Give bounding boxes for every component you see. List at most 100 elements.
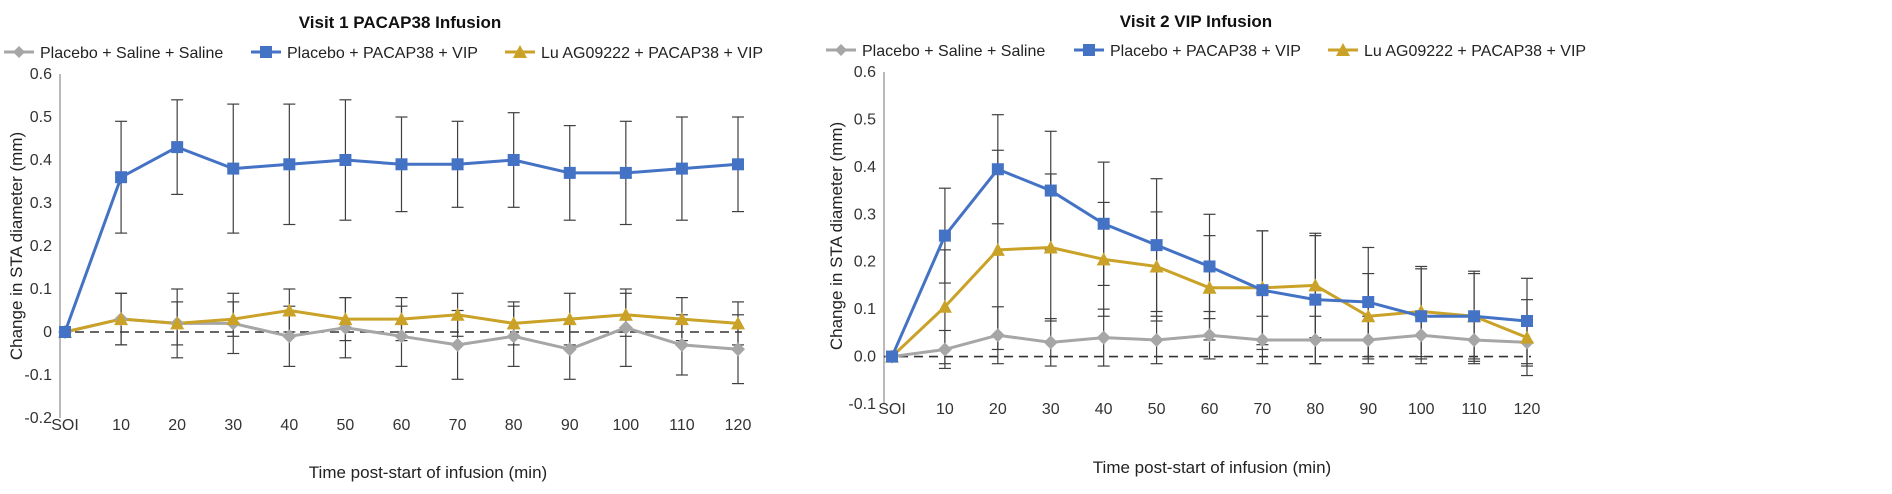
chart2-point-lu-ag09222-pacap38-vip xyxy=(1202,280,1217,294)
chart2-point-placebo-pacap38-vip xyxy=(1468,310,1481,323)
chart2-legend-label-lu-ag: Lu AG09222 + PACAP38 + VIP xyxy=(1364,43,1586,60)
chart2-y-tick-label: -0.1 xyxy=(848,396,876,413)
chart1-x-ticks: SOI 10 20 30 40 50 60 70 80 90 100 110 120 xyxy=(51,417,751,434)
chart2-x-tick-label: 40 xyxy=(1095,401,1113,418)
chart2-y-axis-label: Change in STA diameter (mm) xyxy=(827,122,846,350)
chart1-x-tick-label: 50 xyxy=(337,417,355,434)
chart2-x-tick-label: 110 xyxy=(1461,401,1487,418)
chart2-series xyxy=(885,114,1534,377)
chart2-x-tick-label: 10 xyxy=(936,401,954,418)
chart2-legend-marker-lu-ag xyxy=(1336,43,1350,56)
chart2-point-placebo-saline-saline xyxy=(1096,330,1111,345)
chart1-point-lu-ag09222-pacap38-vip xyxy=(338,312,353,326)
chart2-y-tick-label: 0.3 xyxy=(854,206,876,223)
chart2-y-tick-label: 0.0 xyxy=(854,349,876,366)
chart1-point-lu-ag09222-pacap38-vip xyxy=(114,312,129,326)
chart2-x-tick-label: 20 xyxy=(989,401,1007,418)
chart1-point-placebo-saline-saline xyxy=(731,342,745,357)
chart2-y-tick-label: 0.5 xyxy=(854,111,876,128)
chart2-point-lu-ag09222-pacap38-vip xyxy=(1361,309,1376,323)
chart2-point-placebo-saline-saline xyxy=(937,342,952,357)
chart2-point-placebo-pacap38-vip xyxy=(1309,293,1322,306)
chart1-x-tick-label: 70 xyxy=(449,417,467,434)
chart2-point-placebo-pacap38-vip xyxy=(1203,260,1216,273)
chart-visit1: Visit 1 PACAP38 Infusion Placebo + Salin… xyxy=(4,13,763,482)
chart1-x-tick-label: 30 xyxy=(224,417,242,434)
chart1-y-tick-label: 0.5 xyxy=(30,109,52,126)
chart1-x-axis-label: Time post-start of infusion (min) xyxy=(309,463,547,482)
chart1-point-placebo-saline-saline xyxy=(450,337,465,352)
chart2-point-lu-ag09222-pacap38-vip xyxy=(990,242,1005,256)
chart1-x-tick-label: 20 xyxy=(168,417,186,434)
chart1-x-tick-label: 110 xyxy=(669,417,695,434)
chart2-x-tick-label: 60 xyxy=(1201,401,1219,418)
chart1-point-placebo-saline-saline xyxy=(674,337,689,352)
chart2-point-placebo-saline-saline xyxy=(1308,332,1323,347)
chart2-legend-label-placebo-saline: Placebo + Saline + Saline xyxy=(862,43,1045,60)
chart2-point-placebo-pacap38-vip xyxy=(1150,239,1163,252)
chart1-legend-label-placebo-saline: Placebo + Saline + Saline xyxy=(40,45,223,62)
chart2-point-placebo-pacap38-vip xyxy=(1521,315,1533,327)
chart1-point-placebo-pacap38-vip xyxy=(227,162,240,175)
chart2-point-lu-ag09222-pacap38-vip xyxy=(937,299,952,313)
chart1-y-axis-label: Change in STA diameter (mm) xyxy=(7,132,26,360)
chart1-point-placebo-pacap38-vip xyxy=(563,166,576,179)
chart2-title: Visit 2 VIP Infusion xyxy=(1120,12,1272,31)
chart1-x-tick-label: 40 xyxy=(280,417,298,434)
chart1-y-tick-label: -0.2 xyxy=(24,410,52,427)
chart1-x-tick-label: 10 xyxy=(112,417,130,434)
chart1-legend: Placebo + Saline + Saline Placebo + PACA… xyxy=(4,45,763,62)
chart1-point-lu-ag09222-pacap38-vip xyxy=(731,316,745,330)
chart2-x-tick-label: 120 xyxy=(1514,401,1541,418)
chart1-y-ticks: -0.2 -0.1 0 0.1 0.2 0.3 0.4 0.5 0.6 xyxy=(24,66,52,427)
chart1-x-tick-label: 90 xyxy=(561,417,579,434)
chart1-markers xyxy=(58,141,745,357)
chart1-y-tick-label: 0.6 xyxy=(30,66,52,83)
chart1-y-tick-label: 0.4 xyxy=(30,152,52,169)
chart2-y-ticks: -0.1 0.0 0.1 0.2 0.3 0.4 0.5 0.6 xyxy=(848,64,876,413)
chart1-point-placebo-saline-saline xyxy=(506,329,521,344)
chart2-x-tick-label: 30 xyxy=(1042,401,1060,418)
chart1-title: Visit 1 PACAP38 Infusion xyxy=(299,13,501,32)
chart2-y-tick-label: 0.6 xyxy=(854,64,876,81)
chart1-point-lu-ag09222-pacap38-vip xyxy=(506,316,521,330)
chart-visit2: Visit 2 VIP Infusion Placebo + Saline + … xyxy=(826,12,1586,477)
chart2-point-placebo-pacap38-vip xyxy=(1256,284,1269,297)
chart1-point-lu-ag09222-pacap38-vip xyxy=(618,307,633,321)
chart1-point-placebo-pacap38-vip xyxy=(675,162,688,175)
chart1-x-tick-label: 60 xyxy=(393,417,411,434)
chart1-y-tick-label: 0.3 xyxy=(30,195,52,212)
chart1-y-tick-label: 0 xyxy=(43,324,52,341)
chart2-point-placebo-saline-saline xyxy=(1043,335,1058,350)
chart1-point-lu-ag09222-pacap38-vip xyxy=(674,312,689,326)
chart1-series xyxy=(58,99,745,385)
chart2-markers xyxy=(885,163,1534,364)
chart1-point-lu-ag09222-pacap38-vip xyxy=(562,312,577,326)
chart1-point-lu-ag09222-pacap38-vip xyxy=(282,303,297,317)
chart1-point-placebo-pacap38-vip xyxy=(732,158,744,171)
chart2-point-placebo-saline-saline xyxy=(1202,328,1217,343)
chart1-y-tick-label: 0.1 xyxy=(30,281,52,298)
chart2-point-placebo-pacap38-vip xyxy=(1044,184,1057,197)
chart2-point-placebo-pacap38-vip xyxy=(886,350,898,363)
chart1-point-lu-ag09222-pacap38-vip xyxy=(394,312,409,326)
chart2-point-placebo-saline-saline xyxy=(1149,332,1164,347)
chart1-legend-marker-placebo-saline xyxy=(13,46,25,58)
chart2-y-tick-label: 0.4 xyxy=(854,159,876,176)
chart2-x-tick-label: 50 xyxy=(1148,401,1166,418)
chart2-y-tick-label: 0.2 xyxy=(854,254,876,271)
chart1-point-lu-ag09222-pacap38-vip xyxy=(450,307,465,321)
chart2-legend-marker-placebo-saline xyxy=(835,44,847,56)
chart1-point-placebo-saline-saline xyxy=(562,342,577,357)
chart2-x-ticks: SOI 10 20 30 40 50 60 70 80 90 100 110 120 xyxy=(878,401,1540,418)
chart1-x-tick-label: SOI xyxy=(51,417,79,434)
chart1-point-placebo-saline-saline xyxy=(618,320,633,335)
chart1-legend-label-placebo-pacap: Placebo + PACAP38 + VIP xyxy=(287,45,478,62)
chart2-point-placebo-pacap38-vip xyxy=(1362,296,1375,309)
chart1-legend-marker-lu-ag xyxy=(513,45,527,58)
chart2-point-placebo-pacap38-vip xyxy=(938,229,951,242)
chart1-x-tick-label: 80 xyxy=(505,417,523,434)
chart2-legend: Placebo + Saline + Saline Placebo + PACA… xyxy=(826,43,1586,60)
chart1-point-placebo-pacap38-vip xyxy=(619,166,632,179)
